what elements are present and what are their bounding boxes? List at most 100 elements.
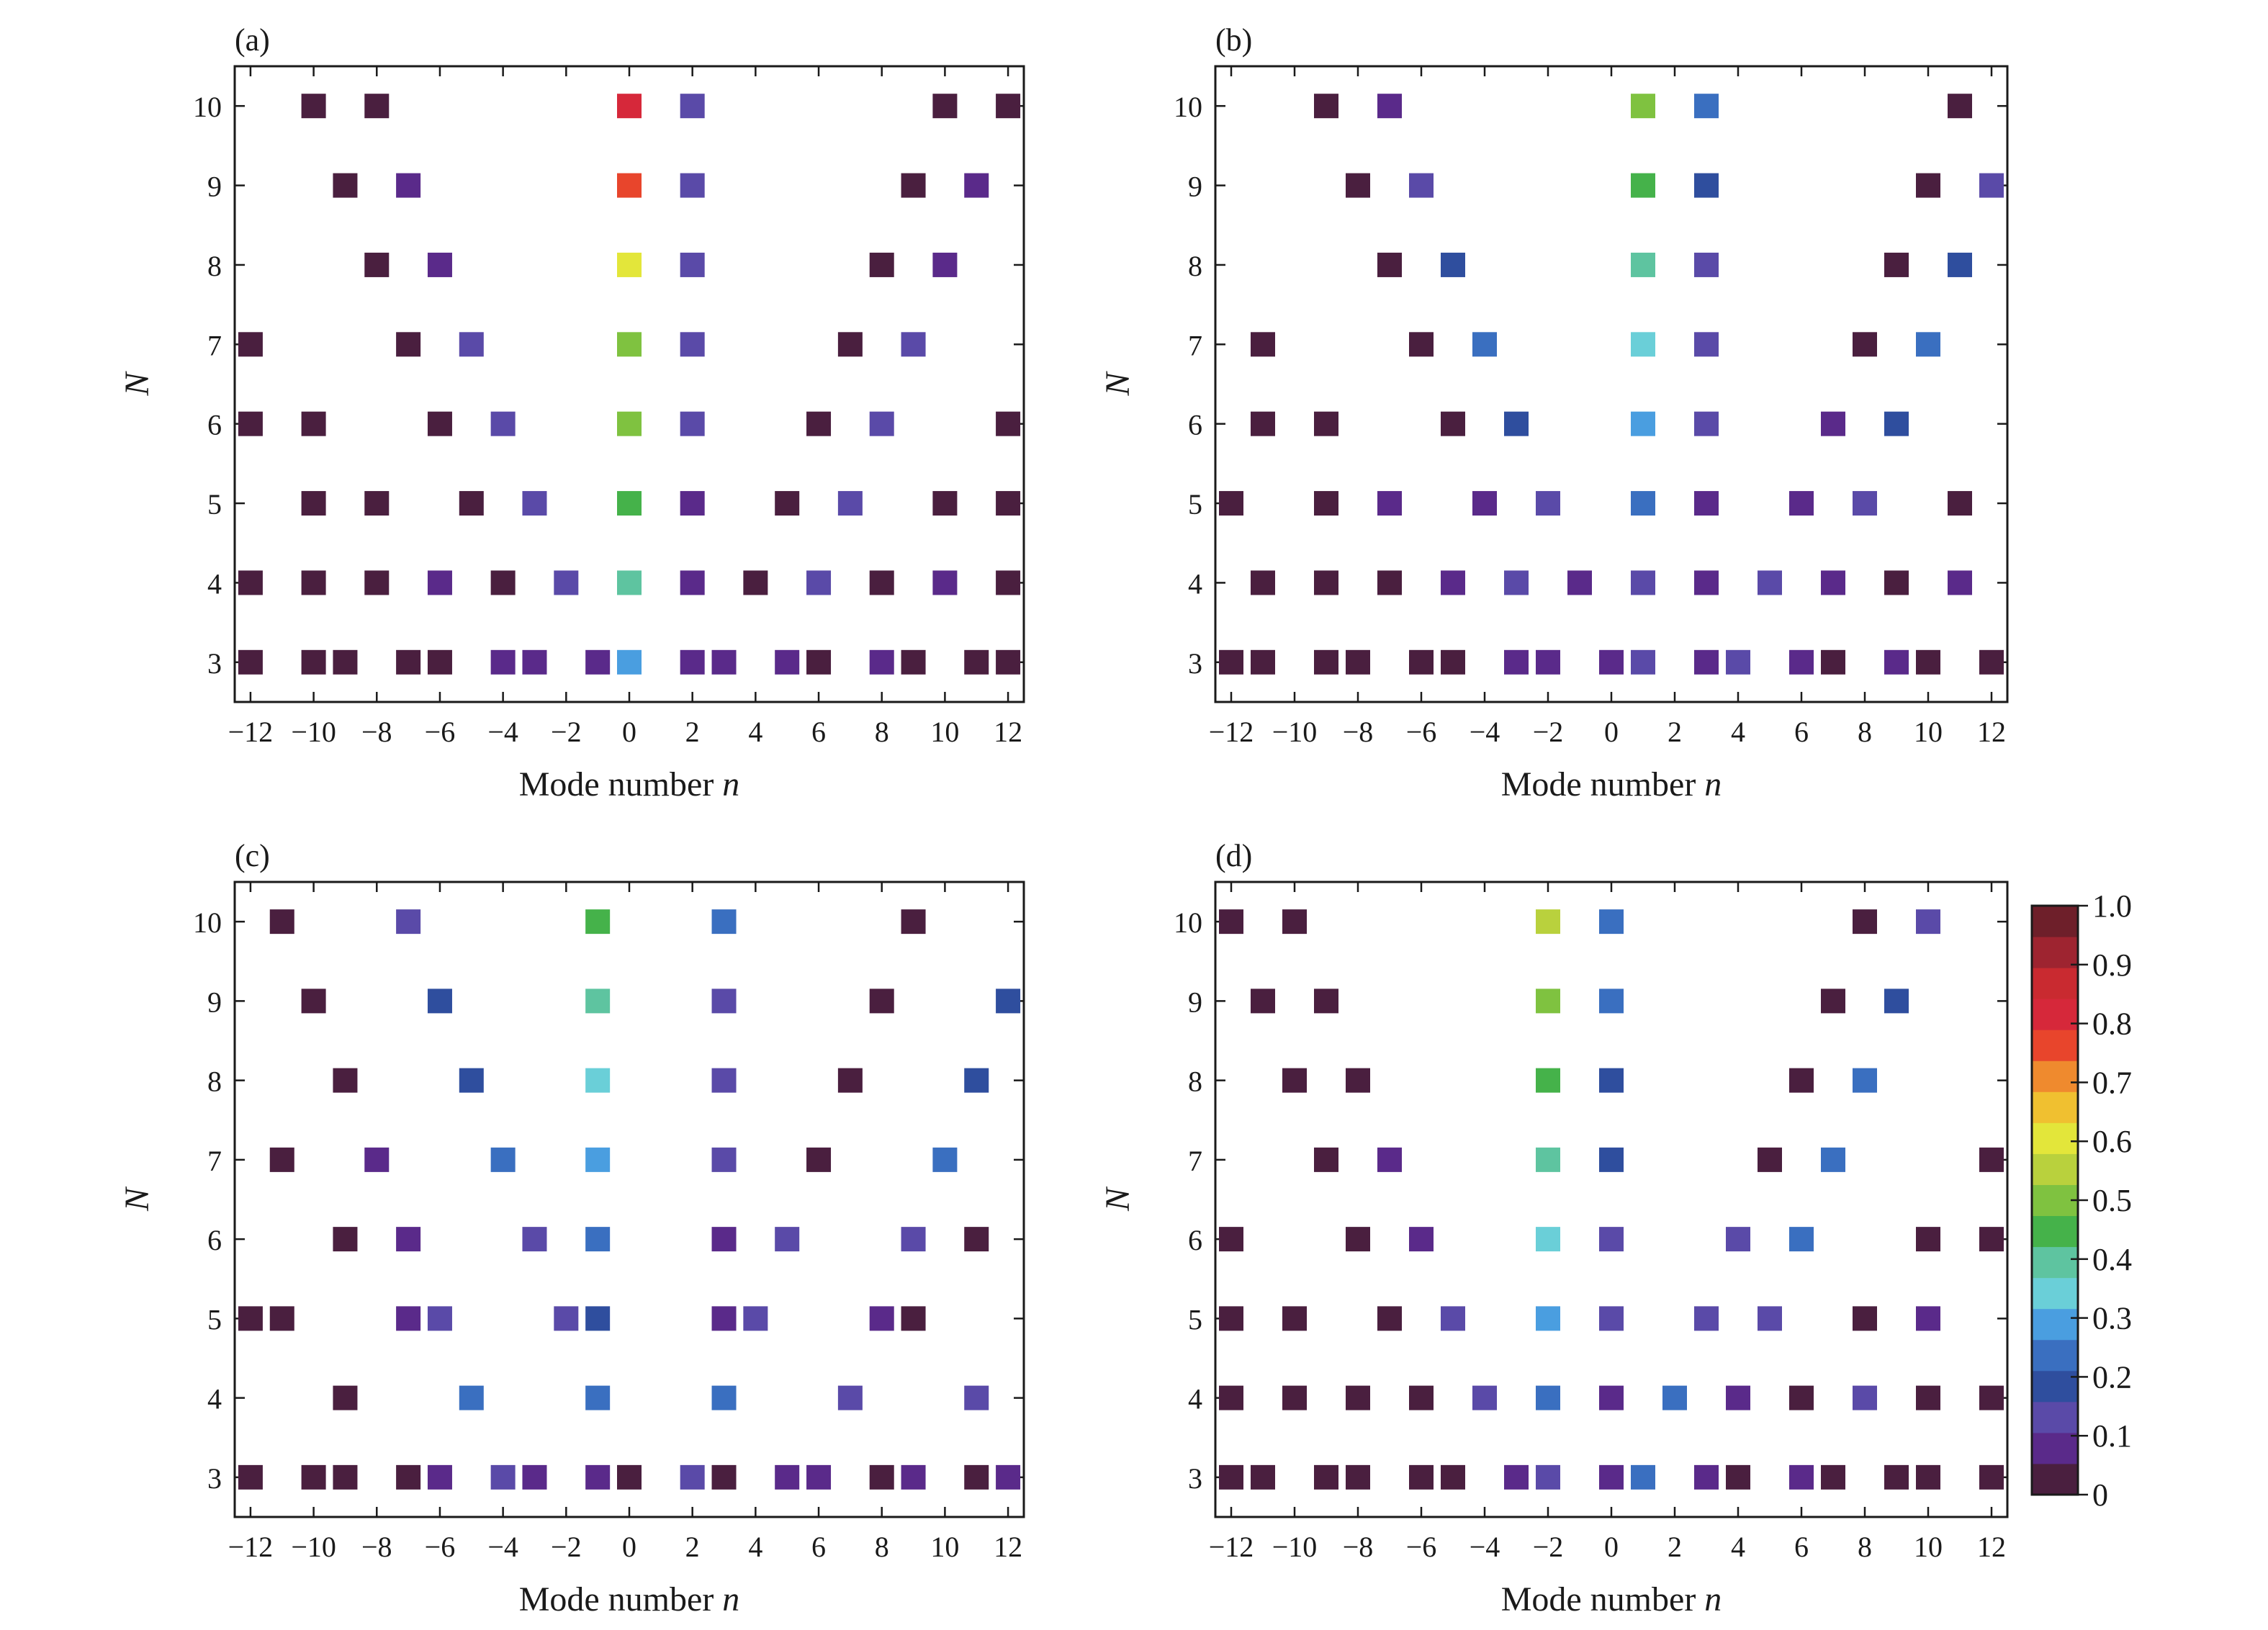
x-tick-label: −8 (361, 716, 392, 748)
data-point (1599, 1068, 1624, 1093)
x-tick-label: 6 (1794, 716, 1809, 748)
data-point (1536, 1464, 1560, 1490)
data-point (1884, 649, 1909, 675)
data-point (1536, 1068, 1560, 1093)
colorbar-segment (2032, 1122, 2078, 1154)
data-point (1821, 1147, 1845, 1172)
data-point (1789, 491, 1814, 516)
data-point (1916, 332, 1940, 357)
x-tick-label: −8 (361, 1531, 392, 1563)
data-point (1789, 1464, 1814, 1490)
data-point (333, 173, 358, 198)
y-tick-label: 7 (1188, 1145, 1202, 1177)
data-point (1916, 1306, 1940, 1331)
data-point (996, 411, 1021, 436)
data-point (554, 570, 579, 595)
data-point (364, 94, 390, 119)
data-point (964, 1464, 989, 1490)
data-point (996, 649, 1021, 675)
y-tick-label: 10 (193, 91, 222, 123)
data-point (427, 1464, 452, 1490)
data-point (1694, 1306, 1719, 1331)
y-tick-label: 10 (1174, 906, 1202, 939)
data-point (427, 649, 452, 675)
data-point (1726, 1464, 1750, 1490)
data-point (1758, 570, 1782, 595)
data-point (1377, 252, 1402, 277)
x-tick-label: 6 (811, 716, 826, 748)
data-point (1441, 1306, 1465, 1331)
data-point (932, 94, 958, 119)
data-point (1599, 1306, 1624, 1331)
colorbar-tick-label: 0.9 (2092, 947, 2132, 983)
x-tick-label: −2 (551, 1531, 582, 1563)
data-point (1536, 1147, 1560, 1172)
colorbar-tick-label: 0.1 (2092, 1418, 2132, 1454)
data-point (617, 332, 642, 357)
data-point (1853, 332, 1877, 357)
panel-label: (c) (235, 838, 270, 873)
data-point (1251, 1464, 1275, 1490)
panel-a: −12 −10 −8 −6 −4 −2 0 2 4 6 8 10 12 3 4 5 6 7 8 9 10 (a) Mode … (118, 22, 1025, 803)
data-point (617, 491, 642, 516)
data-point (869, 252, 894, 277)
y-tick-label: 3 (207, 647, 222, 680)
data-point (1821, 570, 1845, 595)
plot-frame (233, 881, 1025, 1518)
data-point (617, 649, 642, 675)
x-tick-label: 4 (1731, 1531, 1745, 1563)
plot-frame (233, 65, 1025, 703)
data-point (427, 989, 452, 1014)
data-point (1853, 1306, 1877, 1331)
data-point (996, 94, 1021, 119)
data-point (1377, 1306, 1402, 1331)
data-point (1979, 1227, 2004, 1252)
x-axis-label: Mode number n (1501, 1580, 1722, 1618)
data-point (1314, 1147, 1338, 1172)
x-tick-label: 8 (1858, 716, 1872, 748)
x-axis-label: Mode number n (1501, 765, 1722, 803)
data-point (1948, 252, 1972, 277)
colorbar-tick-label: 0 (2092, 1477, 2108, 1513)
data-point (932, 1147, 958, 1172)
colorbar-tick-label: 0.6 (2092, 1124, 2132, 1159)
data-point (1441, 570, 1465, 595)
data-point (1346, 1464, 1370, 1490)
data-point (901, 1227, 926, 1252)
data-point (1694, 1464, 1719, 1490)
x-tick-label: −8 (1343, 1531, 1374, 1563)
x-tick-label: −2 (1533, 716, 1564, 748)
data-point (364, 1147, 390, 1172)
colorbar-segment (2032, 1308, 2078, 1341)
y-tick-label: 9 (207, 171, 222, 203)
data-point (1694, 94, 1719, 119)
data-point (1441, 411, 1465, 436)
data-point (427, 252, 452, 277)
x-tick-label: 12 (1977, 1531, 2006, 1563)
data-point (238, 1306, 263, 1331)
data-point (1536, 649, 1560, 675)
data-point (522, 491, 547, 516)
x-tick-label: 10 (930, 716, 959, 748)
data-point (1916, 649, 1940, 675)
x-tick-label: 10 (1914, 1531, 1943, 1563)
x-axis-variable: n (1704, 765, 1722, 803)
data-point (680, 173, 705, 198)
colorbar-segment (2032, 1153, 2078, 1185)
x-tick-label: 2 (1668, 716, 1682, 748)
data-point (1948, 570, 1972, 595)
data-point (1346, 1385, 1370, 1410)
colorbar-segment (2032, 1030, 2078, 1061)
data-point (585, 1227, 611, 1252)
data-point (301, 649, 326, 675)
y-tick-label: 4 (207, 567, 222, 600)
data-point (901, 173, 926, 198)
data-point (333, 1464, 358, 1490)
data-point (1441, 252, 1465, 277)
data-point (1314, 1464, 1338, 1490)
x-tick-label: −12 (228, 1531, 274, 1563)
colorbar-segment (2032, 1401, 2078, 1433)
data-point (1916, 173, 1940, 198)
data-point (427, 1306, 452, 1331)
colorbar-tick-label: 0.7 (2092, 1065, 2132, 1100)
